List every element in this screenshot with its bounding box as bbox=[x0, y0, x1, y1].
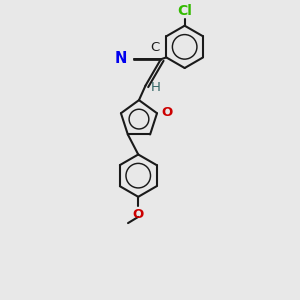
Text: H: H bbox=[151, 81, 161, 94]
Text: Cl: Cl bbox=[177, 4, 192, 18]
Text: O: O bbox=[161, 106, 172, 119]
Text: O: O bbox=[133, 208, 144, 221]
Text: N: N bbox=[115, 51, 127, 66]
Text: C: C bbox=[150, 41, 159, 54]
